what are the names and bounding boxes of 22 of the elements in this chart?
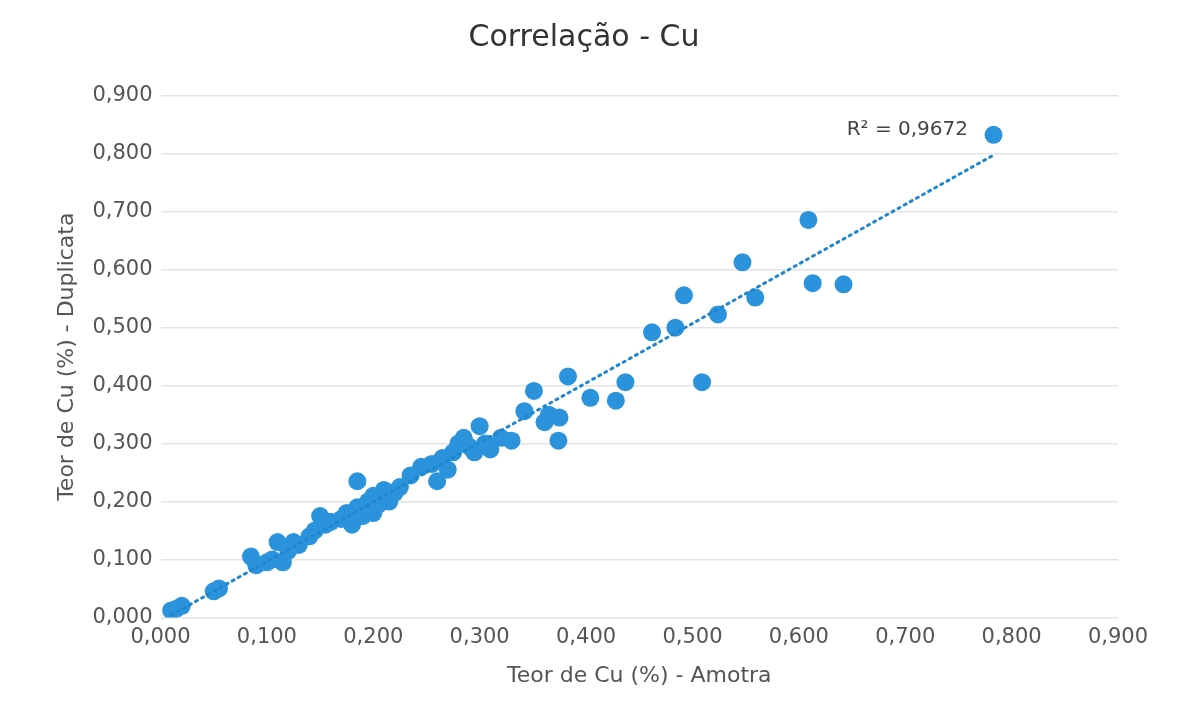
- annotation: R² = 0,9672: [846, 116, 968, 141]
- y-axis-title: Teor de Cu (%) - Duplicata: [52, 212, 78, 502]
- x-tick-label: 0,200: [343, 624, 404, 649]
- x-tick-label: 0,700: [875, 624, 936, 649]
- y-tick-label: 0,900: [92, 82, 153, 107]
- x-tick-label: 0,100: [236, 624, 297, 649]
- x-tick-label: 0,600: [768, 624, 829, 649]
- x-tick-label: 0,300: [449, 624, 510, 649]
- y-tick-label: 0,800: [92, 140, 153, 165]
- y-tick-label: 0,100: [92, 545, 153, 570]
- x-axis-title: Teor de Cu (%) - Amotra: [505, 661, 772, 687]
- chart-title: Correlação - Cu: [468, 17, 700, 53]
- y-tick-label: 0,600: [92, 256, 153, 281]
- x-tick-label: 0,800: [981, 624, 1042, 649]
- x-tick-label: 0,500: [662, 624, 723, 649]
- y-tick-label: 0,200: [92, 487, 153, 512]
- y-tick-label: 0,300: [92, 430, 153, 455]
- x-tick-label: 0,400: [556, 624, 617, 649]
- y-tick-label: 0,700: [92, 198, 153, 223]
- x-tick-label: 0,900: [1087, 624, 1149, 649]
- y-tick-label: 0,400: [92, 372, 153, 397]
- y-tick-label: 0,500: [92, 314, 153, 339]
